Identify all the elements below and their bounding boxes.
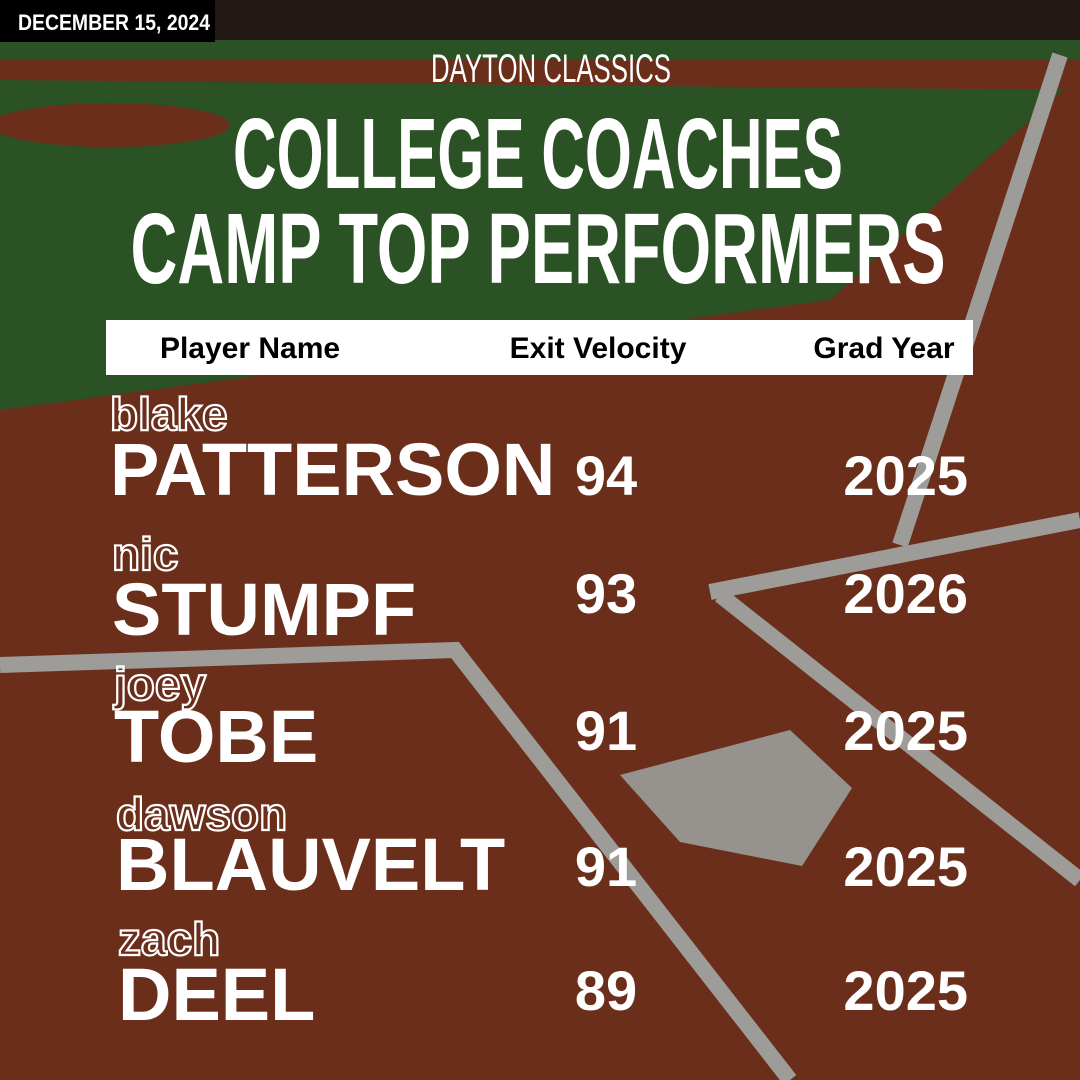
grad-year: 2025 bbox=[843, 699, 968, 762]
first-name: dawson bbox=[116, 788, 287, 840]
exit-velocity: 91 bbox=[575, 835, 637, 898]
column-header: Exit Velocity bbox=[510, 332, 687, 365]
table-header bbox=[106, 320, 973, 375]
exit-velocity: 94 bbox=[575, 444, 637, 507]
date: DECEMBER 15, 2024 bbox=[18, 10, 211, 35]
last-name: DEEL bbox=[118, 953, 315, 1036]
grad-year: 2026 bbox=[843, 562, 968, 625]
first-name: nic bbox=[112, 528, 178, 580]
grad-year: 2025 bbox=[843, 959, 968, 1022]
first-name: joey bbox=[113, 658, 206, 710]
last-name: TOBE bbox=[114, 695, 318, 778]
exit-velocity: 91 bbox=[575, 699, 637, 762]
exit-velocity: 89 bbox=[575, 959, 637, 1022]
title-line: CAMP TOP PERFORMERS bbox=[131, 193, 946, 305]
exit-velocity: 93 bbox=[575, 562, 637, 625]
grad-year: 2025 bbox=[843, 835, 968, 898]
column-header: Grad Year bbox=[813, 332, 955, 365]
column-header: Player Name bbox=[160, 332, 340, 365]
first-name: zach bbox=[118, 913, 220, 965]
last-name: STUMPF bbox=[112, 568, 416, 651]
last-name: BLAUVELT bbox=[116, 823, 505, 906]
grad-year: 2025 bbox=[843, 444, 968, 507]
title-line: COLLEGE COACHES bbox=[233, 98, 843, 210]
organization: DAYTON CLASSICS bbox=[431, 47, 671, 91]
first-name: blake bbox=[110, 388, 228, 440]
last-name: PATTERSON bbox=[110, 428, 555, 511]
